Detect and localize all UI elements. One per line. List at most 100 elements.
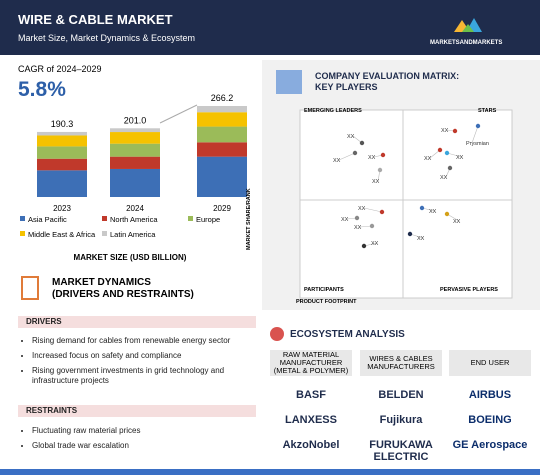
column-header: WIRES & CABLES MANUFACTURERS xyxy=(360,350,442,376)
matrix-title: COMPANY EVALUATION MATRIX: KEY PLAYERS xyxy=(315,71,459,93)
bar-segment xyxy=(197,142,247,157)
player-label: XX xyxy=(456,155,464,161)
legend-label: Latin America xyxy=(110,230,156,239)
player-label: XX xyxy=(358,206,366,212)
legend-swatch xyxy=(188,216,193,221)
dynamics-icon xyxy=(21,276,39,300)
company-logo: Fujikura xyxy=(379,414,423,426)
bar-segment xyxy=(110,156,160,169)
footer-stripe xyxy=(0,469,540,475)
player-dot xyxy=(444,150,450,156)
company-logo: GE Aerospace xyxy=(452,439,528,451)
title: WIRE & CABLE MARKET xyxy=(18,12,173,27)
total-label: 201.0 xyxy=(124,115,147,125)
legend-swatch xyxy=(102,216,107,221)
x-tick-label: 2029 xyxy=(213,204,231,213)
company-logo: FURUKAWA ELECTRIC xyxy=(369,439,433,463)
player-dot xyxy=(419,205,425,211)
player-label: XX xyxy=(371,241,379,247)
player-dot xyxy=(377,167,383,173)
matrix-icon xyxy=(276,70,302,94)
quadrant-label: EMERGING LEADERS xyxy=(304,108,362,114)
bullet: Global trade war escalation xyxy=(32,441,247,451)
player-dot xyxy=(369,223,375,229)
bar-segment xyxy=(110,143,160,157)
player-label: Prysmian xyxy=(466,141,489,147)
company-logo: BOEING xyxy=(468,414,512,426)
quadrant-label: STARS xyxy=(478,108,497,114)
company-logo: LANXESS xyxy=(285,414,337,426)
quadrant-label: PERVASIVE PLAYERS xyxy=(440,287,498,293)
x-tick-label: 2024 xyxy=(126,204,144,213)
player-label: XX xyxy=(429,209,437,215)
growth-arrow xyxy=(159,104,198,124)
column-header: RAW MATERIAL MANUFACTURER (METAL & POLYM… xyxy=(270,350,352,376)
bar-segment xyxy=(37,158,87,171)
bar-segment xyxy=(110,132,160,144)
bar-segment xyxy=(110,128,160,133)
restraints-title: RESTRAINTS xyxy=(18,405,256,417)
legend-label: Middle East & Africa xyxy=(28,230,96,239)
matrix-box xyxy=(299,109,513,299)
company-logo: AkzoNobel xyxy=(282,439,340,451)
player-label: XX xyxy=(368,155,376,161)
quadrant-label: PARTICIPANTS xyxy=(304,287,344,293)
legend-label: Europe xyxy=(196,215,220,224)
legend-swatch xyxy=(20,231,25,236)
x-axis-label: PRODUCT FOOTPRINT xyxy=(296,299,357,305)
total-label: 190.3 xyxy=(51,119,74,129)
x-tick-label: 2023 xyxy=(53,204,71,213)
player-label: XX xyxy=(372,179,380,185)
player-label: XX xyxy=(354,225,362,231)
point-leader xyxy=(363,207,383,213)
dynamics-title: MARKET DYNAMICS (DRIVERS AND RESTRAINTS) xyxy=(52,277,194,301)
total-label: 266.2 xyxy=(211,93,234,103)
brand: MARKETSANDMARKETS xyxy=(430,40,503,46)
chart-title: MARKET SIZE (USD BILLION) xyxy=(73,253,187,262)
player-label: XX xyxy=(424,156,432,162)
drivers-list: Rising demand for cables from renewable … xyxy=(20,336,247,391)
player-dot xyxy=(359,140,365,146)
legend-label: North America xyxy=(110,215,158,224)
ecosystem-icon xyxy=(270,327,284,341)
point-leader xyxy=(471,125,479,144)
dynamics-title-2: (DRIVERS AND RESTRAINTS) xyxy=(52,289,194,300)
player-label: XX xyxy=(441,128,449,134)
bar-segment xyxy=(197,126,247,143)
header xyxy=(0,0,540,55)
bar-segment xyxy=(37,135,87,147)
player-dot xyxy=(452,128,458,134)
cagr-label: CAGR of 2024–2029 xyxy=(18,64,102,74)
bar-segment xyxy=(197,106,247,113)
company-logo: BELDEN xyxy=(378,389,424,401)
subtitle: Market Size, Market Dynamics & Ecosystem xyxy=(18,33,196,43)
player-label: XX xyxy=(440,175,448,181)
point-leader xyxy=(363,242,378,247)
player-dot xyxy=(437,147,443,153)
bar-segment xyxy=(37,146,87,159)
player-dot xyxy=(354,215,360,221)
point-leader xyxy=(421,207,436,212)
bullet: Rising demand for cables from renewable … xyxy=(32,336,247,346)
bullet: Increased focus on safety and compliance xyxy=(32,351,247,361)
player-label: XX xyxy=(333,158,341,164)
bar-segment xyxy=(37,131,87,136)
column-header: END USER xyxy=(449,350,531,376)
matrix-title-1: COMPANY EVALUATION MATRIX: xyxy=(315,71,460,81)
bar-segment xyxy=(110,168,160,197)
player-dot xyxy=(380,152,386,158)
matrix-title-2: KEY PLAYERS xyxy=(315,82,378,92)
player-label: XX xyxy=(453,219,461,225)
player-label: XX xyxy=(341,217,349,223)
bullet: Fluctuating raw material prices xyxy=(32,426,247,436)
legend-label: Asia Pacific xyxy=(28,215,67,224)
point-leader xyxy=(446,213,460,222)
company-logo: BASF xyxy=(296,389,326,401)
bar-segment xyxy=(197,112,247,127)
point-leader xyxy=(409,233,424,239)
player-label: XX xyxy=(347,134,355,140)
player-dot xyxy=(475,123,481,129)
player-dot xyxy=(447,165,453,171)
brand-icon xyxy=(454,18,482,32)
